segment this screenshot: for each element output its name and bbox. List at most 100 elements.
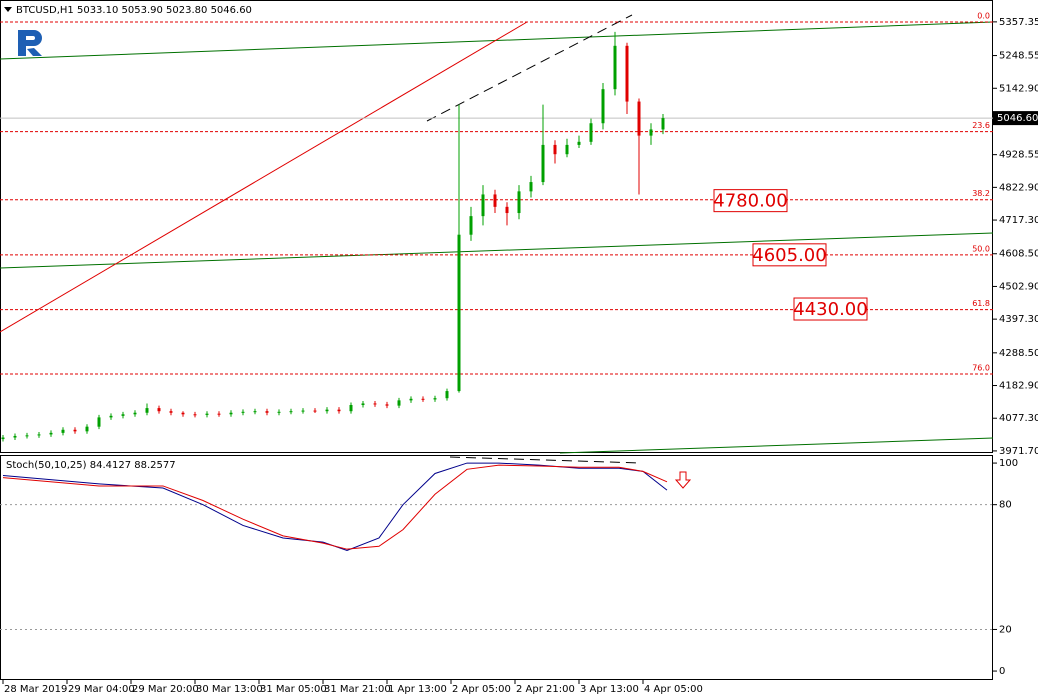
candle-body <box>1 437 5 440</box>
candle-body <box>13 435 17 438</box>
x-tick-label: 4 Apr 05:00 <box>644 684 703 695</box>
y-tick-label: 5142.90 <box>999 83 1038 94</box>
price-box <box>713 189 788 213</box>
candle-body <box>481 194 485 217</box>
y-tick-label: 4077.30 <box>999 413 1038 424</box>
down-arrow <box>674 471 692 489</box>
candle-body <box>601 89 605 124</box>
price-box-label: 4605.00 <box>752 245 826 266</box>
candle-body <box>73 429 77 432</box>
candle-body <box>577 141 581 145</box>
candle-body <box>625 45 629 102</box>
candle-body <box>157 408 161 412</box>
y-tick-label: 4608.50 <box>999 249 1038 260</box>
y-tick-label: 100 <box>999 458 1018 469</box>
candle-body <box>613 45 617 90</box>
price-box-label: 4780.00 <box>713 191 787 212</box>
candle-body <box>469 216 473 235</box>
fib-level-label: 23.6 <box>972 121 990 130</box>
candle-body <box>421 398 425 400</box>
candle-body <box>253 411 257 413</box>
y-tick-label: 4397.30 <box>999 314 1038 325</box>
candle-body <box>121 414 125 416</box>
candle-body <box>85 426 89 432</box>
trend-line <box>426 14 633 122</box>
candle-body <box>493 194 497 207</box>
fib-level-label: 76.0 <box>972 364 990 373</box>
candle-body <box>529 182 533 192</box>
candle-body <box>349 405 353 412</box>
x-tick-label: 31 Mar 21:00 <box>324 684 391 695</box>
fib-level-label: 0.0 <box>977 11 990 20</box>
candle-body <box>661 118 665 130</box>
main-pane <box>0 0 993 453</box>
y-tick-label: 3971.70 <box>999 446 1038 457</box>
plot: 0.0 23.6 38.2 50.0 61.8 76.0 4780.00 4605.00 443… <box>0 11 993 630</box>
x-tick-label: 28 Mar 2019 <box>4 684 67 695</box>
candle-body <box>61 429 65 433</box>
logo <box>18 30 42 56</box>
candle-body <box>445 391 449 399</box>
y-tick-label: 4822.90 <box>999 182 1038 193</box>
trend-line <box>0 232 994 269</box>
candle-body <box>373 403 377 405</box>
indicator-pane <box>0 455 993 680</box>
x-tick-label: 31 Mar 05:00 <box>260 684 327 695</box>
x-tick-label: 29 Mar 20:00 <box>132 684 199 695</box>
candle-body <box>301 410 305 412</box>
trend-line <box>559 437 994 454</box>
candle-body <box>241 411 245 413</box>
price-box <box>752 243 827 267</box>
candle-body <box>433 398 437 400</box>
menu-arrow <box>4 7 12 12</box>
x-tick-label: 2 Apr 21:00 <box>516 684 575 695</box>
last-price-label: 5046.60 <box>997 113 1038 124</box>
candle-body <box>397 400 401 406</box>
candle-body <box>97 417 101 427</box>
indicator-line <box>2 462 668 551</box>
candle-body <box>109 415 113 418</box>
fib-level-label: 61.8 <box>972 299 990 308</box>
candle-body <box>313 410 317 412</box>
price-box <box>793 297 868 321</box>
candle-body <box>25 435 29 437</box>
last-price-box <box>993 111 1038 126</box>
candle-body <box>337 409 341 412</box>
candle-body <box>325 409 329 412</box>
y-tick-label: 4182.90 <box>999 381 1038 392</box>
candle-body <box>265 411 269 413</box>
x-tick-label: 3 Apr 13:00 <box>580 684 639 695</box>
chart-title: BTCUSD,H1 5033.10 5053.90 5023.80 5046.6… <box>16 5 252 16</box>
candle-body <box>145 408 149 413</box>
candle-body <box>385 404 389 406</box>
x-tick-label: 30 Mar 13:00 <box>196 684 263 695</box>
fib-level-label: 50.0 <box>972 244 990 253</box>
fib-level-label: 38.2 <box>972 189 990 198</box>
candle-body <box>637 101 641 136</box>
y-tick-label: 80 <box>999 500 1012 511</box>
y-tick-label: 20 <box>999 624 1012 635</box>
candle-body <box>181 412 185 415</box>
price-box-label: 4430.00 <box>793 299 867 320</box>
candle-body <box>277 411 281 413</box>
y-tick-label: 5248.55 <box>999 51 1038 62</box>
x-tick-label: 1 Apr 13:00 <box>388 684 447 695</box>
candle-body <box>49 432 53 435</box>
indicator-title: Stoch(50,10,25) 84.4127 88.2577 <box>6 460 176 471</box>
y-tick-label: 5357.35 <box>999 17 1038 28</box>
candle-body <box>133 412 137 415</box>
y-tick-label: 4288.50 <box>999 348 1038 359</box>
candle-body <box>409 398 413 401</box>
x-tick-label: 29 Mar 04:00 <box>68 684 135 695</box>
candle-body <box>649 129 653 136</box>
candle-body <box>193 414 197 416</box>
candle-body <box>361 403 365 406</box>
candle-body <box>541 144 545 183</box>
candle-body <box>505 206 509 214</box>
candle-body <box>457 234 461 392</box>
candle-body <box>565 144 569 155</box>
candle-body <box>169 411 173 413</box>
candle-body <box>205 413 209 415</box>
